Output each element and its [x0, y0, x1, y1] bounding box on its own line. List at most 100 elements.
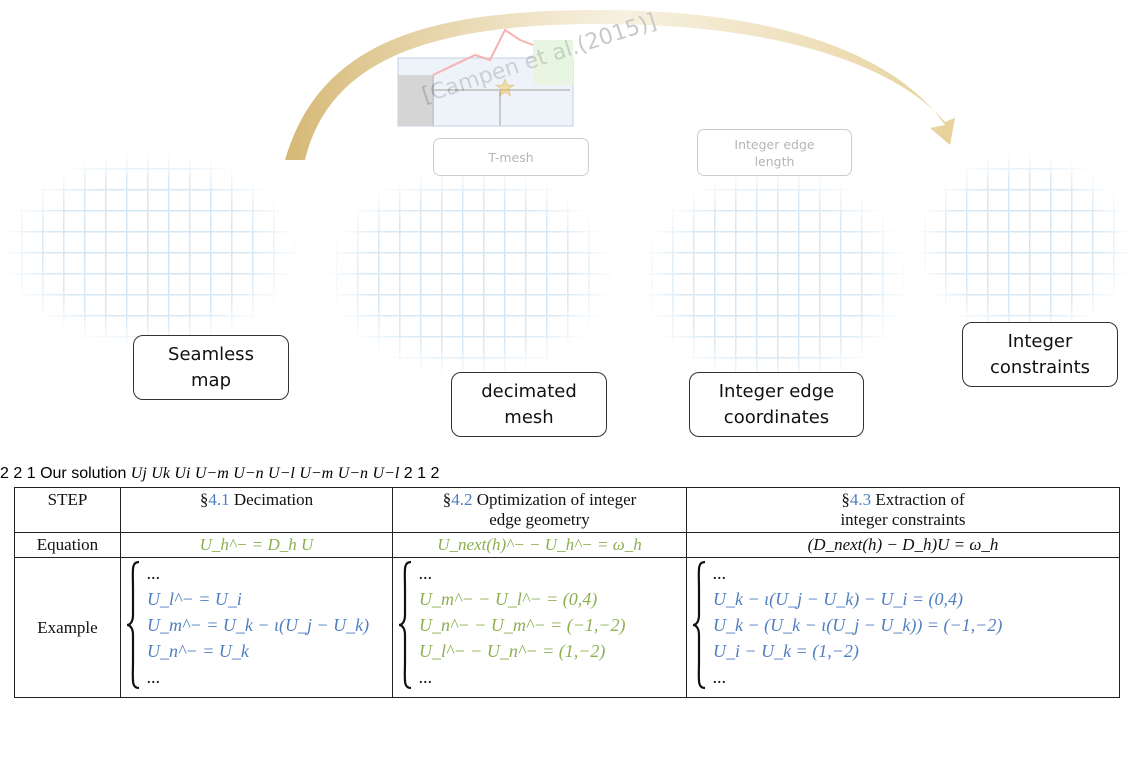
equation-line: ... [419, 667, 433, 687]
equation-line: ... [713, 563, 727, 583]
steps-table: STEP §4.1 Decimation §4.2 Optimization o… [14, 487, 1120, 698]
vertex-star: Uj Uk Ui U−m U−n U−l U [130, 129, 1118, 482]
integer-edge-coordinates-label-1: Integer edge [718, 380, 835, 402]
seamless-map-label-1: Seamless [168, 343, 254, 365]
decimated-mesh-label-1: decimated [481, 380, 577, 402]
integer-edge-length-box: Integer edge length [697, 129, 852, 176]
grid-fade [915, 150, 1134, 340]
example-decimation: ... U_l^− = U_i U_m^− = U_k − ι(U_j − U_… [120, 557, 393, 698]
equation-line: U_n^− − U_m^− = (−1,−2) [419, 615, 626, 635]
equation-line: U_m^− = U_k − ι(U_j − U_k) [147, 615, 370, 635]
seamless-map-box: Seamless map [133, 335, 289, 400]
left-brace-icon [125, 560, 141, 695]
section-title-cont: integer constraints [840, 510, 966, 529]
example-extraction: ... U_k − ι(U_j − U_k) − U_i = (0,4) U_k… [686, 557, 1120, 698]
label-ul: U−l [268, 465, 295, 482]
equation-line: U_l^− − U_n^− = (1,−2) [419, 641, 606, 661]
label-uk: Uk [151, 465, 170, 482]
section-sign: § [442, 490, 452, 509]
equation-lines: ... U_m^− − U_l^− = (0,4) U_n^− − U_m^− … [413, 560, 626, 695]
section-title: Extraction of [871, 490, 965, 509]
header-optimization: §4.2 Optimization of integer edge geomet… [392, 487, 687, 533]
equation-line: U_k − (U_k − ι(U_j − U_k)) = (−1,−2) [713, 615, 1003, 635]
label-ul: U−l [372, 465, 400, 482]
equation-optimization-text: U_next(h)^− − U_h^− = ω_h [437, 535, 642, 554]
decimated-mesh-label-2: mesh [504, 406, 554, 428]
section-sign: § [199, 490, 209, 509]
result-number-c: 2 [430, 465, 440, 482]
integer-constraints-box: Integer constraints [962, 322, 1118, 387]
bottom-arc-arrow: Our solution Uj Uk Ui [40, 129, 1118, 482]
header-decimation: §4.1 Decimation [120, 487, 393, 533]
label-um: U−m [299, 465, 334, 482]
example-label: Example [14, 557, 121, 698]
example-row: Example ... U_l^− = U_i U_m^− = U_k − ι(… [14, 557, 1120, 698]
equation-decimation-text: U_h^− = D_h U [199, 535, 314, 554]
section-title-cont: edge geometry [489, 510, 590, 529]
faded-star: 2 2 1 Our solution [0, 129, 1118, 482]
integer-constraints-label-1: Integer [1007, 330, 1073, 352]
integer-edge-coordinates-label-2: coordinates [723, 406, 830, 428]
equation-label: Equation [14, 532, 121, 558]
seamless-map-label-2: map [191, 369, 231, 391]
step-label: STEP [47, 490, 88, 509]
equation-line: ... [147, 667, 161, 687]
section-ref-link[interactable]: 4.2 [451, 490, 473, 509]
faded-number-c: 1 [26, 465, 36, 482]
label-un: U−n [337, 465, 369, 482]
result-number-b: 1 [417, 465, 427, 482]
equation-optimization: U_next(h)^− − U_h^− = ω_h [392, 532, 687, 558]
bottom-arc-arrow-shade: Our solution Uj Uk Ui [40, 129, 1118, 482]
equation-system: ... U_l^− = U_i U_m^− = U_k − ι(U_j − U_… [125, 560, 388, 695]
vertex-star: U−m U−n U−l U−m U−n U−l [133, 129, 1118, 482]
equation-lines: ... U_k − ι(U_j − U_k) − U_i = (0,4) U_k… [707, 560, 1002, 695]
section-title: Optimization of integer [472, 490, 637, 509]
pipeline-diagram: [Campen et al.(2015)] [0, 9, 1134, 390]
section-sign: § [841, 490, 850, 509]
equation-line: U_n^− = U_k [147, 641, 249, 661]
header-step: STEP [14, 487, 121, 533]
equation-line: ... [419, 563, 433, 583]
example-optimization: ... U_m^− − U_l^− = (0,4) U_n^− − U_m^− … [392, 557, 687, 698]
equation-line: U_i − U_k = (1,−2) [713, 641, 859, 661]
vertex-star: U−m U−n U−l 2 1 2 T-mesh Integer edge [133, 129, 1118, 482]
integer-edge-length-label-2: length [754, 153, 795, 169]
equation-extraction: (D_next(h) − D_h)U = ω_h [686, 532, 1120, 558]
integer-constraints-label-2: constraints [989, 356, 1091, 378]
example-label-text: Example [37, 617, 98, 637]
section-ref-link[interactable]: 4.3 [849, 490, 872, 509]
equation-line: ... [147, 563, 161, 583]
label-ui: Ui [174, 465, 191, 482]
decimated-mesh-box: decimated mesh [451, 372, 607, 437]
equation-extraction-text: (D_next(h) − D_h)U = ω_h [807, 535, 999, 554]
equation-line: U_m^− − U_l^− = (0,4) [419, 589, 598, 609]
header-extraction: §4.3 Extraction of integer constraints [686, 487, 1120, 533]
equation-row: Equation U_h^− = D_h U U_next(h)^− − U_h… [14, 532, 1120, 558]
vertex-star: 2 1 2 T-mesh Integer edge length Seamles… [133, 129, 1118, 482]
left-brace-icon [397, 560, 413, 695]
equation-line: U_k − ι(U_j − U_k) − U_i = (0,4) [713, 589, 964, 609]
label-uj: Uj [130, 465, 147, 482]
equation-lines: ... U_l^− = U_i U_m^− = U_k − ι(U_j − U_… [141, 560, 369, 695]
equation-decimation: U_h^− = D_h U [120, 532, 393, 558]
header-row: STEP §4.1 Decimation §4.2 Optimization o… [14, 487, 1120, 533]
faded-number-a: 2 [0, 465, 9, 482]
section-title: Decimation [229, 490, 314, 509]
equation-system: ... U_m^− − U_l^− = (0,4) U_n^− − U_m^− … [397, 560, 682, 695]
grid-fade [325, 165, 615, 380]
equation-line: U_l^− = U_i [147, 589, 242, 609]
result-number-a: 2 [403, 465, 413, 482]
label-un: U−n [233, 465, 264, 482]
bottom-arc-label: Our solution [40, 465, 127, 482]
integer-edge-length-label-1: Integer edge [734, 136, 815, 152]
grid-fade [0, 150, 300, 350]
label-um: U−m [194, 465, 229, 482]
tmesh-box: T-mesh [433, 138, 589, 176]
left-brace-icon [691, 560, 707, 695]
integer-edge-coordinates-box: Integer edge coordinates [689, 372, 864, 437]
tmesh-label: T-mesh [488, 149, 534, 165]
pipeline-figure: [Campen et al.(2015)] 2 2 1 Our solution [0, 9, 1134, 482]
grid-fade [640, 165, 910, 390]
section-ref-link[interactable]: 4.1 [208, 490, 230, 509]
equation-line: ... [713, 667, 727, 687]
